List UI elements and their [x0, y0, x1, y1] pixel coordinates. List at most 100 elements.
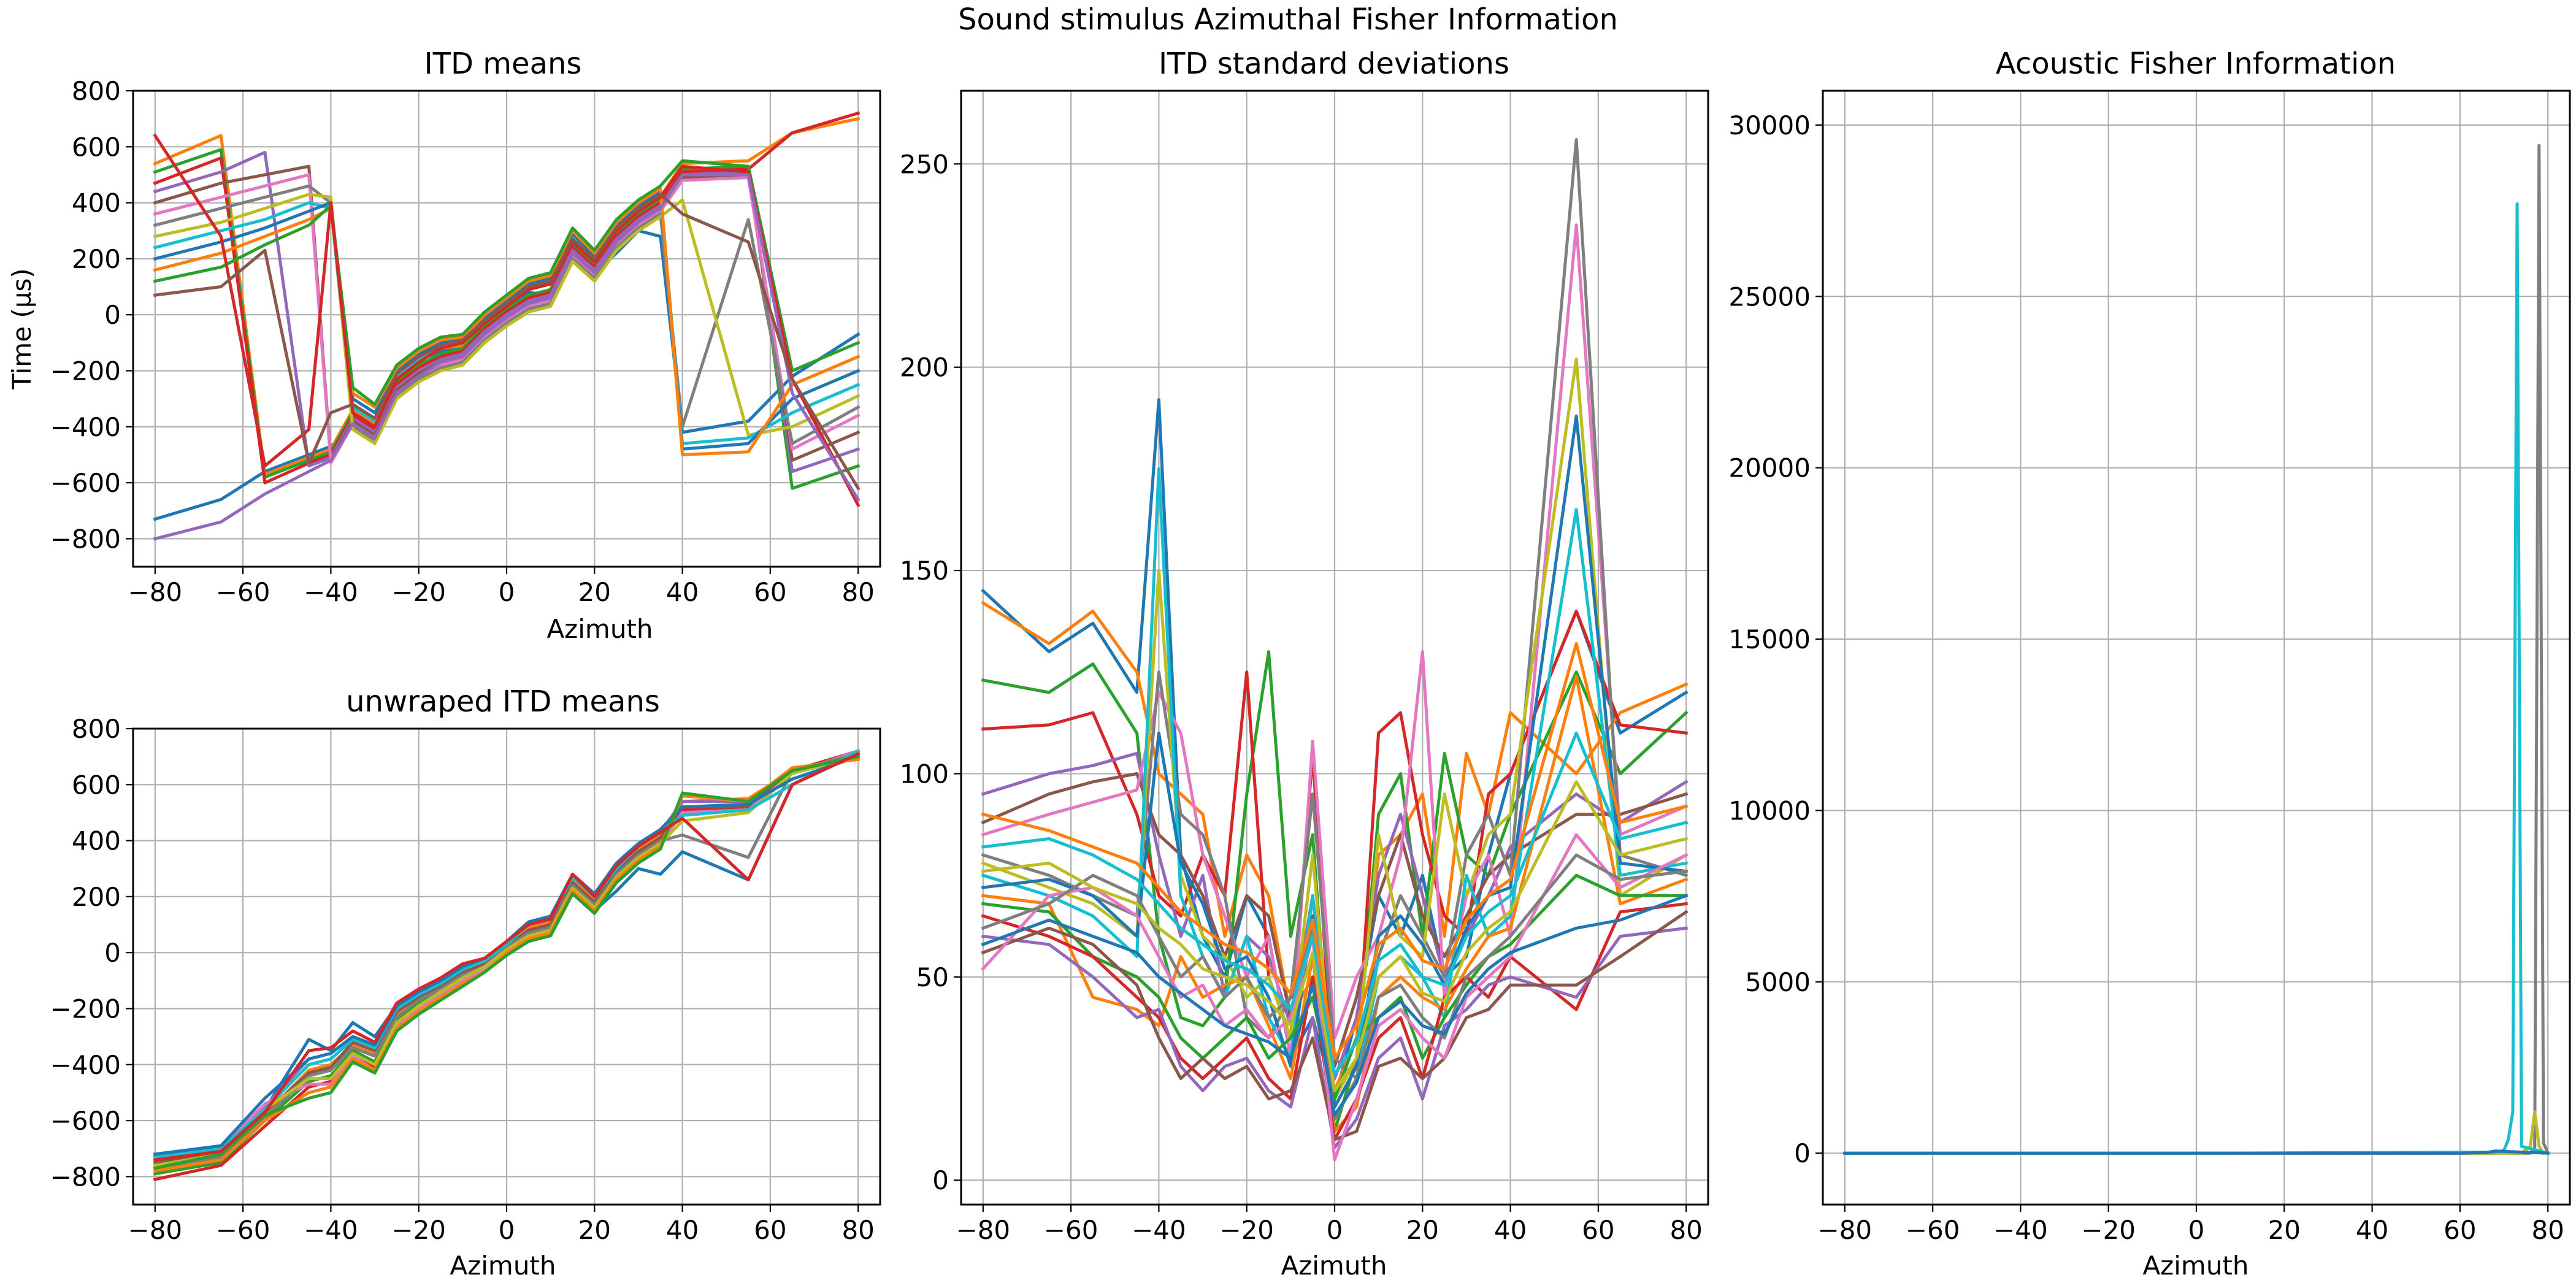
y-tick-label: 200: [72, 244, 121, 274]
x-tick-label: 0: [499, 1215, 515, 1245]
series-line: [153, 173, 861, 541]
axes-frame-unwrapped-itd-means: [132, 727, 881, 1206]
y-tick-label: 15000: [1728, 624, 1811, 654]
series-line: [153, 193, 861, 491]
ticks-acoustic-fisher-information: −80 −60 −40 −20 0 20 40 60 80 0 5000 10000 15000 2000…: [1728, 110, 2564, 1245]
series-line: [153, 148, 861, 490]
y-tick-label: 0: [932, 1165, 949, 1195]
panel-itd-standard-deviations: ITD standard deviations Azimuth −80 −60 −4…: [900, 47, 1709, 1281]
y-tick-label: 100: [900, 759, 949, 789]
y-tick-label: 200: [900, 353, 949, 383]
series-line: [153, 159, 861, 406]
x-tick-label: −20: [2081, 1215, 2136, 1245]
y-tick-label: 30000: [1728, 110, 1811, 140]
x-tick-label: −20: [391, 1215, 446, 1245]
x-tick-label: 20: [2268, 1215, 2301, 1245]
x-tick-label: −80: [128, 577, 183, 607]
y-tick-label: 400: [72, 188, 121, 218]
x-tick-label: −80: [128, 1215, 183, 1245]
series-group-acoustic-fisher-information: [1843, 144, 2550, 1156]
ticks-itd-means: −80 −60 −40 −20 0 20 40 60 80−800−600−400−200020…: [50, 76, 875, 607]
x-tick-label: 80: [841, 1215, 874, 1245]
y-tick-label: 0: [104, 938, 121, 968]
y-tick-label: −400: [50, 412, 121, 442]
x-tick-label: 20: [1406, 1215, 1439, 1245]
x-tick-label: 80: [1669, 1215, 1702, 1245]
y-tick-label: 600: [72, 770, 121, 800]
x-tick-label: −80: [1818, 1215, 1873, 1245]
series-group-itd-means: [153, 111, 861, 541]
y-tick-label: 200: [72, 882, 121, 912]
x-tick-label: −40: [1993, 1215, 2048, 1245]
panel-title-itd-means: ITD means: [424, 47, 582, 81]
x-tick-label: 20: [578, 1215, 611, 1245]
x-tick-label: 60: [754, 1215, 786, 1245]
x-tick-label: 60: [754, 577, 786, 607]
x-tick-label: 40: [666, 577, 699, 607]
y-tick-label: 800: [72, 76, 121, 106]
series-line: [981, 138, 1689, 1080]
ylabel-itd-means: Time (μs): [7, 268, 37, 390]
xlabel-itd-means: Azimuth: [546, 614, 653, 644]
x-tick-label: 40: [2356, 1215, 2388, 1245]
y-tick-label: −200: [50, 356, 121, 386]
ticks-itd-standard-deviations: −80 −60 −40 −20 0 20 40 60 80 0 50 100 150 200 250: [900, 149, 1703, 1245]
xlabel-unwrapped-itd-means: Azimuth: [450, 1251, 556, 1281]
series-line: [981, 780, 1689, 1092]
y-tick-label: −600: [50, 1106, 121, 1136]
xlabel-itd-standard-deviations: Azimuth: [1281, 1251, 1387, 1281]
y-tick-label: 25000: [1728, 282, 1811, 312]
x-tick-label: −60: [216, 577, 270, 607]
axes-frame-itd-means: [132, 90, 881, 568]
y-tick-label: −800: [50, 524, 121, 554]
y-tick-label: −200: [50, 994, 121, 1024]
y-tick-label: 600: [72, 132, 121, 162]
x-tick-label: 0: [2188, 1215, 2205, 1245]
y-tick-label: −600: [50, 468, 121, 498]
series-group-itd-standard-deviations: [981, 138, 1689, 1162]
panel-acoustic-fisher-information: Acoustic Fisher Information Azimuth −80 −…: [1728, 47, 2571, 1281]
grid-acoustic-fisher-information: [1823, 91, 2570, 1205]
x-tick-label: −80: [956, 1215, 1011, 1245]
y-tick-label: 800: [72, 714, 121, 744]
y-tick-label: 400: [72, 826, 121, 856]
y-tick-label: −400: [50, 1050, 121, 1080]
series-line: [981, 894, 1689, 1117]
x-tick-label: 40: [666, 1215, 699, 1245]
series-line: [981, 642, 1689, 1060]
y-tick-label: 5000: [1745, 967, 1811, 997]
series-line: [153, 754, 861, 1170]
x-tick-label: 0: [499, 577, 515, 607]
axes-frame-acoustic-fisher-information: [1822, 90, 2571, 1206]
x-tick-label: −40: [304, 577, 358, 607]
x-tick-label: −60: [1906, 1215, 1960, 1245]
xlabel-acoustic-fisher-information: Azimuth: [2142, 1251, 2248, 1281]
y-tick-label: 150: [900, 556, 949, 586]
series-line: [153, 173, 861, 465]
x-tick-label: 60: [1582, 1215, 1614, 1245]
panel-title-acoustic-fisher-information: Acoustic Fisher Information: [1996, 47, 2396, 81]
x-tick-label: −20: [391, 577, 446, 607]
x-tick-label: 0: [1327, 1215, 1343, 1245]
y-tick-label: 0: [104, 300, 121, 330]
series-line: [981, 357, 1689, 1101]
x-tick-label: −40: [1132, 1215, 1186, 1245]
y-tick-label: −800: [50, 1162, 121, 1192]
panel-unwrapped-itd-means: unwraped ITD means Azimuth −80 −60 −40 −20 0…: [50, 684, 881, 1281]
x-tick-label: 20: [578, 577, 611, 607]
panel-title-unwrapped-itd-means: unwraped ITD means: [346, 684, 660, 719]
x-tick-label: 80: [841, 577, 874, 607]
y-tick-label: 10000: [1728, 795, 1811, 826]
figure-title: Sound stimulus Azimuthal Fisher Informat…: [958, 2, 1618, 37]
panel-itd-means: ITD means Azimuth Time (μs) −80 −60 −40 −20…: [7, 47, 881, 644]
axes-frame-itd-standard-deviations: [960, 90, 1709, 1206]
x-tick-label: −20: [1219, 1215, 1274, 1245]
y-tick-label: 20000: [1728, 453, 1811, 483]
x-tick-label: −40: [304, 1215, 358, 1245]
x-tick-label: 40: [1494, 1215, 1527, 1245]
series-line: [153, 193, 861, 445]
x-tick-label: 60: [2444, 1215, 2476, 1245]
series-line: [153, 133, 861, 507]
x-tick-label: −60: [1044, 1215, 1098, 1245]
